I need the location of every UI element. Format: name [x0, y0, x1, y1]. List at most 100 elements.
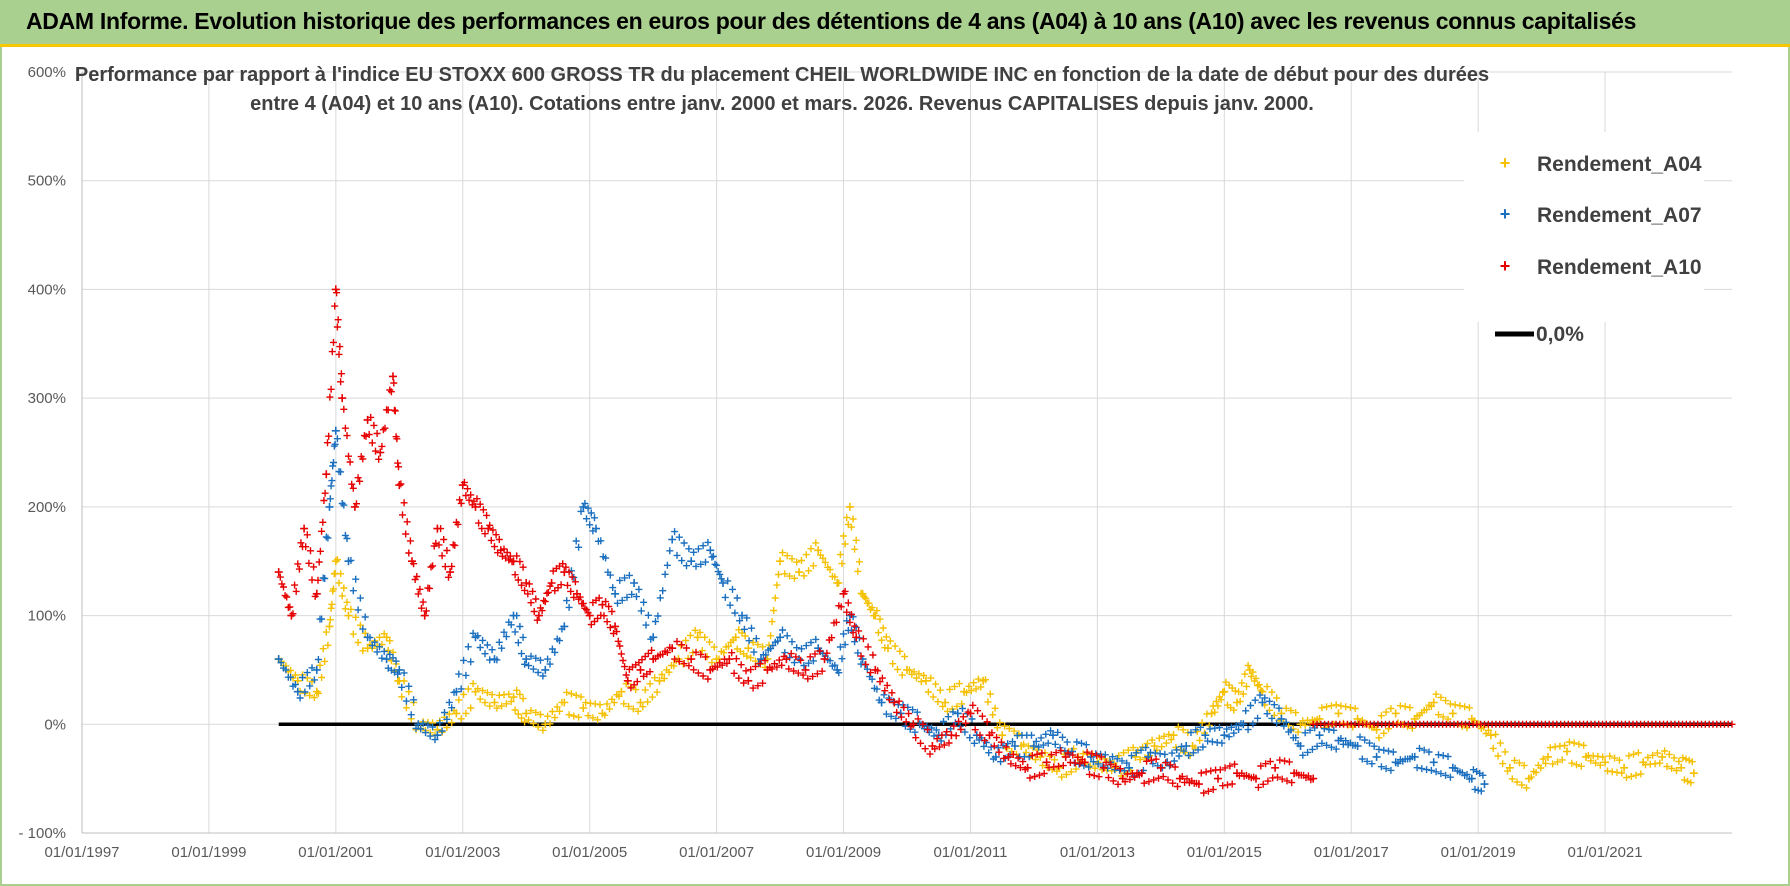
x-tick-label: 01/01/2021 [1568, 844, 1643, 861]
point-a04 [886, 637, 894, 645]
point-a04 [710, 643, 718, 651]
point-a07 [529, 665, 537, 673]
point-a07 [807, 639, 815, 646]
point-a04 [802, 551, 810, 559]
point-a10 [1114, 780, 1122, 788]
point-a04 [986, 690, 994, 698]
point-a04 [1239, 690, 1247, 698]
point-a04 [965, 682, 973, 690]
point-a04 [1549, 760, 1557, 768]
point-a07 [579, 502, 588, 511]
point-a04 [1599, 753, 1607, 761]
point-a07 [1178, 743, 1185, 751]
point-a07 [1370, 742, 1378, 750]
point-a10 [1219, 782, 1227, 790]
point-a04 [1558, 756, 1566, 764]
point-a04 [1254, 682, 1262, 689]
point-a04 [518, 714, 525, 722]
point-a07 [717, 575, 725, 583]
point-a10 [1193, 779, 1200, 787]
point-a10 [343, 432, 351, 440]
point-a10 [759, 679, 767, 687]
point-a04 [831, 573, 839, 581]
point-a10 [878, 674, 886, 682]
point-a10 [1126, 776, 1134, 783]
point-a10 [945, 739, 953, 747]
point-a04 [1680, 776, 1688, 784]
point-a04 [632, 686, 640, 694]
point-a07 [863, 665, 871, 673]
point-a04 [1665, 750, 1673, 758]
point-a07 [1078, 739, 1085, 747]
point-a10 [405, 549, 413, 557]
point-a10 [1307, 776, 1315, 784]
point-a10 [785, 665, 793, 673]
point-a04 [1235, 688, 1243, 696]
point-a07 [514, 639, 522, 647]
point-a04 [929, 693, 937, 701]
point-a07 [1280, 722, 1288, 730]
point-a10 [809, 672, 817, 680]
point-a07 [704, 538, 712, 546]
point-a10 [530, 608, 538, 615]
point-a10 [389, 372, 397, 381]
point-a10 [912, 734, 920, 742]
x-tick-label: 01/01/2007 [679, 844, 754, 861]
point-a04 [331, 557, 340, 566]
point-a07 [625, 571, 633, 579]
point-a07 [812, 635, 820, 643]
point-a04 [1596, 761, 1604, 769]
point-a04 [1486, 731, 1495, 740]
point-a10 [622, 671, 630, 679]
point-a10 [448, 562, 456, 570]
y-tick-label: 200% [28, 499, 66, 516]
point-a04 [1148, 736, 1156, 744]
point-a07 [1225, 733, 1233, 741]
point-a04 [448, 719, 456, 727]
point-a07 [944, 713, 952, 721]
point-a10 [969, 701, 977, 709]
point-a10 [723, 659, 731, 667]
point-a07 [738, 611, 746, 620]
point-a10 [663, 649, 671, 656]
point-a04 [821, 558, 829, 566]
point-a10 [445, 573, 452, 581]
point-a07 [525, 662, 533, 670]
point-a04 [1618, 769, 1626, 777]
point-a07 [692, 562, 700, 570]
point-a04 [1391, 709, 1400, 718]
point-a07 [343, 535, 351, 542]
point-a07 [563, 597, 571, 605]
point-a07 [371, 638, 379, 646]
point-a07 [781, 649, 789, 657]
point-a10 [744, 676, 753, 685]
point-a07 [1442, 771, 1450, 779]
point-a10 [1262, 760, 1270, 768]
point-a07 [618, 596, 626, 604]
point-a04 [836, 551, 844, 559]
point-a10 [747, 666, 755, 674]
point-a04 [1263, 683, 1271, 691]
x-tick-label: 01/01/2019 [1441, 844, 1516, 861]
point-a04 [1511, 757, 1519, 764]
point-a07 [606, 571, 614, 579]
point-a04 [1465, 704, 1473, 712]
point-a07 [1465, 775, 1473, 783]
point-a10 [346, 458, 354, 466]
point-a07 [733, 594, 741, 602]
point-a04 [384, 647, 392, 654]
point-a10 [367, 413, 375, 421]
point-a04 [1165, 730, 1173, 738]
point-a10 [594, 614, 602, 622]
point-a10 [335, 350, 343, 358]
point-a10 [976, 731, 984, 739]
point-a04 [1451, 701, 1459, 709]
point-a10 [636, 665, 645, 674]
point-a07 [338, 500, 346, 507]
point-a04 [1551, 743, 1559, 751]
point-a04 [319, 645, 327, 653]
grid-lines [81, 71, 1732, 834]
point-a07 [308, 664, 316, 672]
point-a04 [1396, 702, 1404, 710]
point-a04 [1342, 703, 1350, 711]
